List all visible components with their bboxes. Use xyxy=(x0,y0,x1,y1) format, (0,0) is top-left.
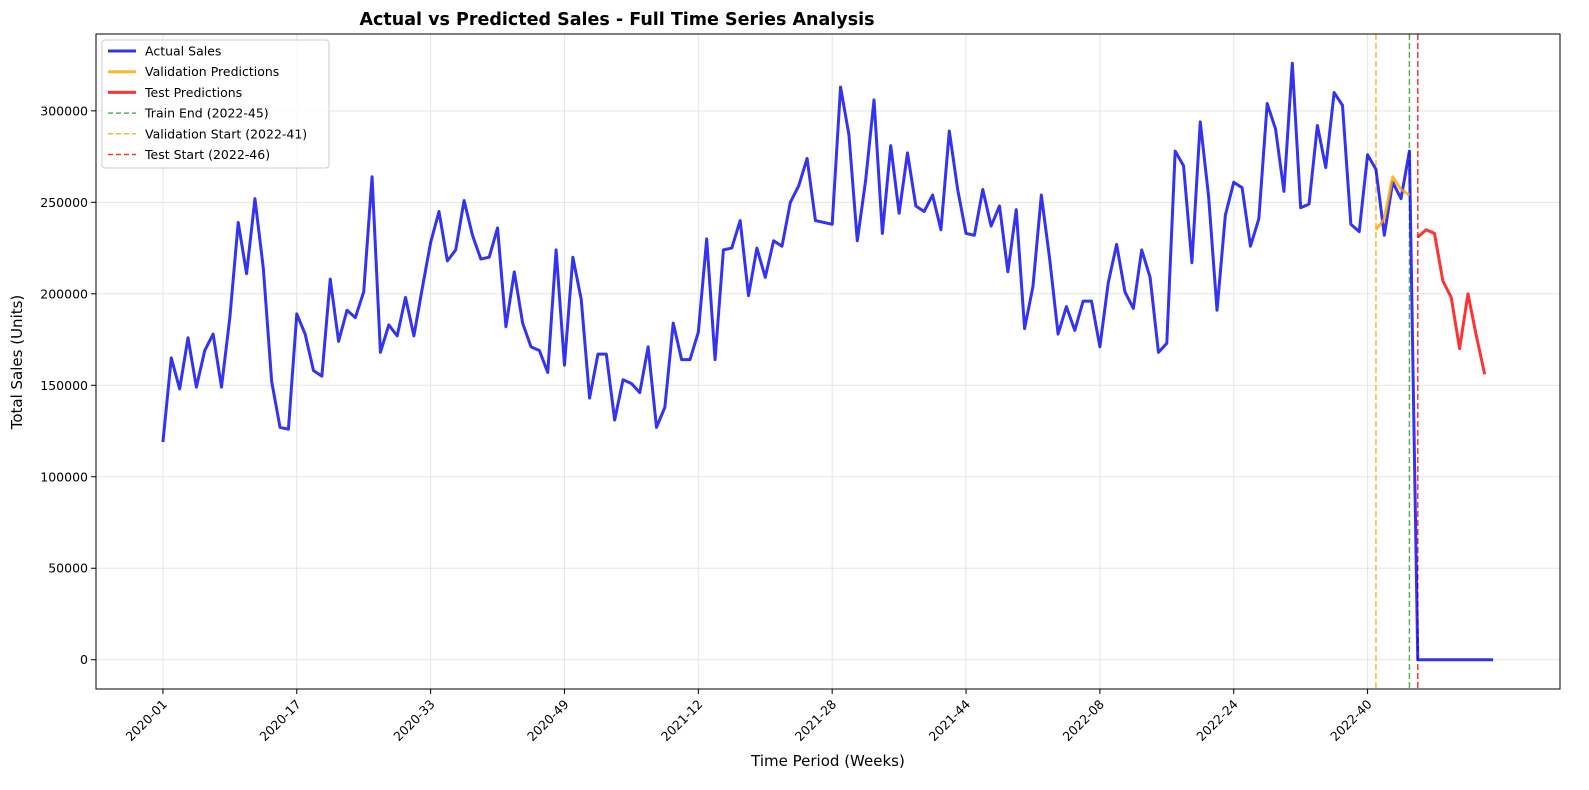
x-tick-label: 2020-01 xyxy=(123,697,171,745)
plot-frame xyxy=(95,33,1561,690)
x-tick-label: 2020-17 xyxy=(256,697,304,745)
legend-label: Test Predictions xyxy=(144,85,242,100)
x-axis-title: Time Period (Weeks) xyxy=(750,752,905,770)
series-actual-sales xyxy=(161,61,1494,662)
x-tick-label: 2020-33 xyxy=(390,697,438,745)
x-tick-label: 2021-44 xyxy=(926,696,974,744)
legend: Actual Sales Validation Predictions Test P… xyxy=(101,39,330,169)
y-tick-label: 200000 xyxy=(40,286,88,301)
x-tick-label: 2021-28 xyxy=(792,696,840,744)
y-tick-label: 0 xyxy=(80,652,88,667)
x-tick-label: 2022-24 xyxy=(1193,696,1241,744)
legend-label: Train End (2022-45) xyxy=(144,106,269,121)
x-tick-label: 2022-40 xyxy=(1327,696,1375,744)
y-tick-label: 300000 xyxy=(40,103,88,118)
series-lines xyxy=(161,61,1494,662)
chart-title: Actual vs Predicted Sales - Full Time Se… xyxy=(359,10,874,30)
legend-label: Test Start (2022-46) xyxy=(144,147,270,162)
x-tick-label: 2020-49 xyxy=(524,696,572,744)
x-tick-label: 2021-12 xyxy=(658,697,706,745)
legend-box xyxy=(101,39,330,169)
series-validation-predictions xyxy=(1374,175,1411,231)
series-test-predictions xyxy=(1416,228,1487,375)
y-tick-label: 250000 xyxy=(40,195,88,210)
legend-label: Validation Start (2022-41) xyxy=(145,126,307,141)
y-tick-label: 50000 xyxy=(48,561,88,576)
legend-label: Validation Predictions xyxy=(145,64,279,79)
y-tick-label: 150000 xyxy=(40,378,88,393)
y-tick-label: 100000 xyxy=(40,469,88,484)
y-axis: 0 50000 100000 150000 200000 250000 300000 xyxy=(40,103,96,667)
y-axis-title: Total Sales (Units) xyxy=(8,295,26,431)
grid-lines xyxy=(96,34,1560,689)
x-axis: 2020-01 2020-17 2020-33 2020-49 2021-12 2021-… xyxy=(123,689,1375,744)
x-tick-label: 2022-08 xyxy=(1059,696,1107,744)
legend-label: Actual Sales xyxy=(145,44,221,59)
